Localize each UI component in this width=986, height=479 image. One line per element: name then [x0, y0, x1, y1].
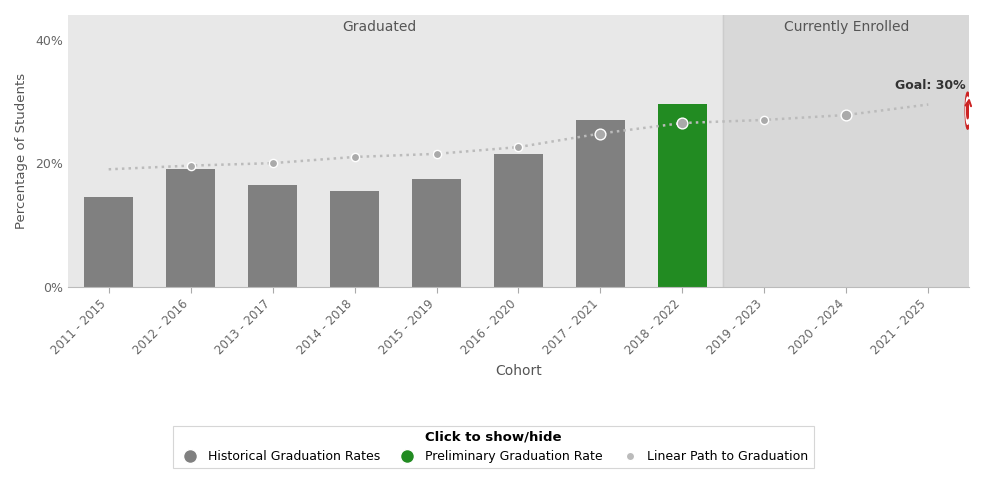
- Bar: [576, 120, 625, 286]
- Bar: [68, 15, 724, 286]
- Point: [756, 116, 772, 124]
- Bar: [330, 191, 380, 286]
- Text: Goal: 30%: Goal: 30%: [894, 79, 965, 92]
- Y-axis label: Percentage of Students: Percentage of Students: [15, 73, 28, 229]
- Point: [674, 119, 690, 127]
- Point: [838, 111, 854, 119]
- Bar: [248, 185, 297, 286]
- Circle shape: [966, 103, 968, 119]
- Bar: [412, 179, 461, 286]
- Point: [429, 150, 445, 158]
- Point: [264, 160, 280, 167]
- Bar: [84, 197, 133, 286]
- Point: [347, 153, 363, 161]
- Bar: [494, 154, 543, 286]
- X-axis label: Cohort: Cohort: [495, 364, 542, 378]
- Circle shape: [966, 97, 969, 124]
- Point: [511, 143, 527, 151]
- Bar: [658, 104, 707, 286]
- Point: [182, 162, 198, 170]
- Text: Currently Enrolled: Currently Enrolled: [784, 20, 909, 34]
- Circle shape: [965, 92, 970, 129]
- Point: [593, 130, 608, 137]
- Bar: [724, 15, 969, 286]
- Bar: [166, 169, 215, 286]
- Text: Graduated: Graduated: [342, 20, 416, 34]
- Legend: Historical Graduation Rates, Preliminary Graduation Rate, Linear Path to Graduat: Historical Graduation Rates, Preliminary…: [173, 426, 813, 468]
